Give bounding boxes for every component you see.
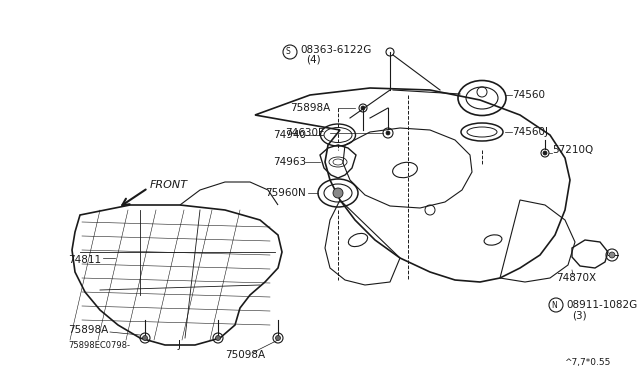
Circle shape: [216, 336, 221, 340]
Text: 74630E: 74630E: [285, 128, 325, 138]
Text: N: N: [551, 301, 557, 310]
Circle shape: [361, 106, 365, 110]
Text: J: J: [178, 340, 181, 350]
Circle shape: [543, 151, 547, 155]
Text: 75898A: 75898A: [68, 325, 108, 335]
Circle shape: [275, 336, 280, 340]
Text: 74560J: 74560J: [512, 127, 548, 137]
Text: 75898A: 75898A: [290, 103, 330, 113]
Text: (4): (4): [306, 55, 321, 65]
Text: 08911-1082G: 08911-1082G: [566, 300, 637, 310]
Text: 75960N: 75960N: [265, 188, 306, 198]
Text: 74963: 74963: [273, 157, 306, 167]
Text: 74940: 74940: [273, 130, 306, 140]
Text: 08363-6122G: 08363-6122G: [300, 45, 371, 55]
Text: 75098A: 75098A: [225, 350, 265, 360]
Circle shape: [386, 131, 390, 135]
Text: FRONT: FRONT: [150, 180, 188, 190]
Circle shape: [609, 252, 615, 258]
Text: 74811: 74811: [68, 255, 101, 265]
Text: 74870X: 74870X: [556, 273, 596, 283]
Text: 57210Q: 57210Q: [552, 145, 593, 155]
Circle shape: [333, 188, 343, 198]
Text: S: S: [285, 48, 291, 57]
Text: (3): (3): [572, 310, 587, 320]
Text: ^7,7*0.55: ^7,7*0.55: [564, 357, 610, 366]
Text: 74560: 74560: [512, 90, 545, 100]
Text: 75898EC0798-: 75898EC0798-: [68, 340, 130, 350]
Circle shape: [143, 336, 147, 340]
